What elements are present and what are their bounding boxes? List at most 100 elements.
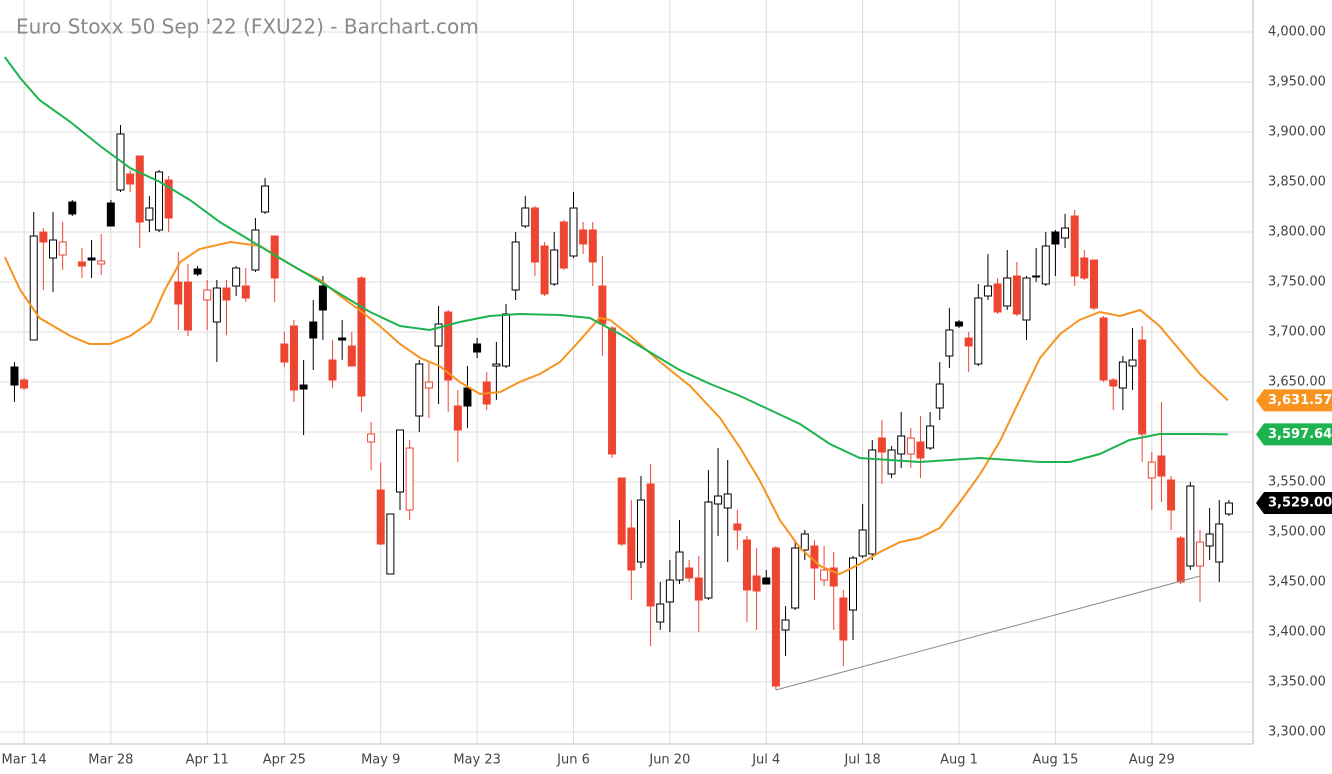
- candle-body: [453, 405, 462, 431]
- x-tick-label: Apr 11: [186, 753, 229, 768]
- candle-body: [299, 384, 308, 390]
- candle-body: [1032, 275, 1041, 278]
- candle-body: [897, 435, 906, 455]
- candle-body: [126, 173, 135, 185]
- candle-body: [309, 321, 318, 339]
- candle-body: [424, 381, 433, 389]
- candle-body: [1205, 533, 1214, 547]
- candle-body: [39, 231, 48, 243]
- y-tick-label: 3,550.00: [1268, 475, 1326, 490]
- candle-body: [608, 327, 617, 455]
- candle-body: [983, 285, 992, 297]
- candle-body: [318, 285, 327, 311]
- candle-body: [1051, 231, 1060, 245]
- price-badge: [1256, 423, 1332, 446]
- candle-body: [68, 201, 77, 215]
- y-tick-label: 3,800.00: [1268, 225, 1326, 240]
- candle-body: [357, 277, 366, 397]
- candle-body: [550, 249, 559, 285]
- candle-body: [1089, 259, 1098, 309]
- x-tick-label: Mar 28: [88, 753, 133, 768]
- moving-average-line: [3, 56, 1228, 464]
- candle-body: [29, 235, 38, 341]
- candle-body: [367, 433, 376, 443]
- candle-body: [733, 523, 742, 531]
- x-tick-label: Jul 18: [843, 753, 880, 768]
- candle-body: [444, 311, 453, 381]
- candle-body: [559, 221, 568, 269]
- candle-body: [415, 363, 424, 417]
- price-badge-label: 3,597.64: [1268, 427, 1332, 442]
- candle-body: [1080, 257, 1089, 279]
- candle-body: [1215, 523, 1224, 563]
- candle-body: [1224, 502, 1233, 515]
- candle-body: [1128, 359, 1137, 367]
- candle-body: [1061, 227, 1070, 239]
- moving-average-line: [3, 240, 1229, 576]
- y-tick-label: 3,400.00: [1268, 625, 1326, 640]
- candle-body: [714, 495, 723, 505]
- x-tick-label: May 23: [453, 753, 501, 768]
- candle-body: [376, 489, 385, 545]
- y-tick-label: 3,900.00: [1268, 125, 1326, 140]
- candle-body: [887, 449, 896, 475]
- candle-body: [511, 241, 520, 291]
- candle-body: [20, 379, 29, 389]
- candle-body: [945, 329, 954, 357]
- candle-body: [723, 493, 732, 509]
- candle-body: [405, 447, 414, 511]
- candle-body: [906, 437, 915, 455]
- candle-body: [232, 267, 241, 287]
- candle-body: [106, 202, 115, 227]
- candle-body: [617, 477, 626, 545]
- candle-body: [58, 241, 67, 256]
- candle-body: [742, 539, 751, 591]
- candle-body: [781, 619, 790, 631]
- candle-body: [473, 343, 482, 353]
- x-tick-label: Jun 20: [648, 753, 690, 768]
- x-tick-label: May 9: [361, 753, 400, 768]
- candle-body: [1147, 461, 1156, 479]
- candle-body: [203, 289, 212, 301]
- candle-body: [569, 207, 578, 257]
- candle-body: [926, 425, 935, 449]
- candle-body: [820, 569, 829, 581]
- x-tick-label: Jun 6: [556, 753, 590, 768]
- candle-body: [588, 229, 597, 263]
- candle-body: [800, 533, 809, 551]
- candle-body: [974, 297, 983, 365]
- candle-body: [656, 603, 665, 623]
- y-tick-label: 3,350.00: [1268, 675, 1326, 690]
- candle-body: [347, 345, 356, 367]
- candle-body: [849, 557, 858, 611]
- candle-body: [280, 343, 289, 363]
- candle-body: [386, 513, 395, 575]
- candle-body: [839, 597, 848, 641]
- candle-body: [1012, 275, 1021, 315]
- candle-body: [791, 547, 800, 609]
- candle-body: [752, 575, 761, 592]
- candle-body: [627, 527, 636, 571]
- candle-body: [241, 285, 250, 299]
- candle-body: [877, 437, 886, 453]
- candle-body: [771, 547, 780, 687]
- candle-body: [1003, 277, 1012, 307]
- candle-body: [1118, 361, 1127, 389]
- y-tick-label: 3,750.00: [1268, 275, 1326, 290]
- candle-body: [955, 321, 964, 327]
- candle-body: [222, 287, 231, 301]
- candle-body: [579, 229, 588, 245]
- trendline: [775, 575, 1201, 691]
- candle-body: [916, 441, 925, 459]
- candle-body: [858, 529, 867, 557]
- candle-body: [328, 359, 337, 381]
- candle-body: [155, 171, 164, 231]
- candle-body: [97, 260, 106, 265]
- candle-body: [540, 245, 549, 295]
- candle-body: [434, 323, 443, 347]
- x-tick-label: Aug 15: [1032, 753, 1078, 768]
- candle-body: [1070, 215, 1079, 277]
- candle-body: [935, 383, 944, 409]
- y-tick-label: 4,000.00: [1268, 25, 1326, 40]
- candle-body: [868, 449, 877, 555]
